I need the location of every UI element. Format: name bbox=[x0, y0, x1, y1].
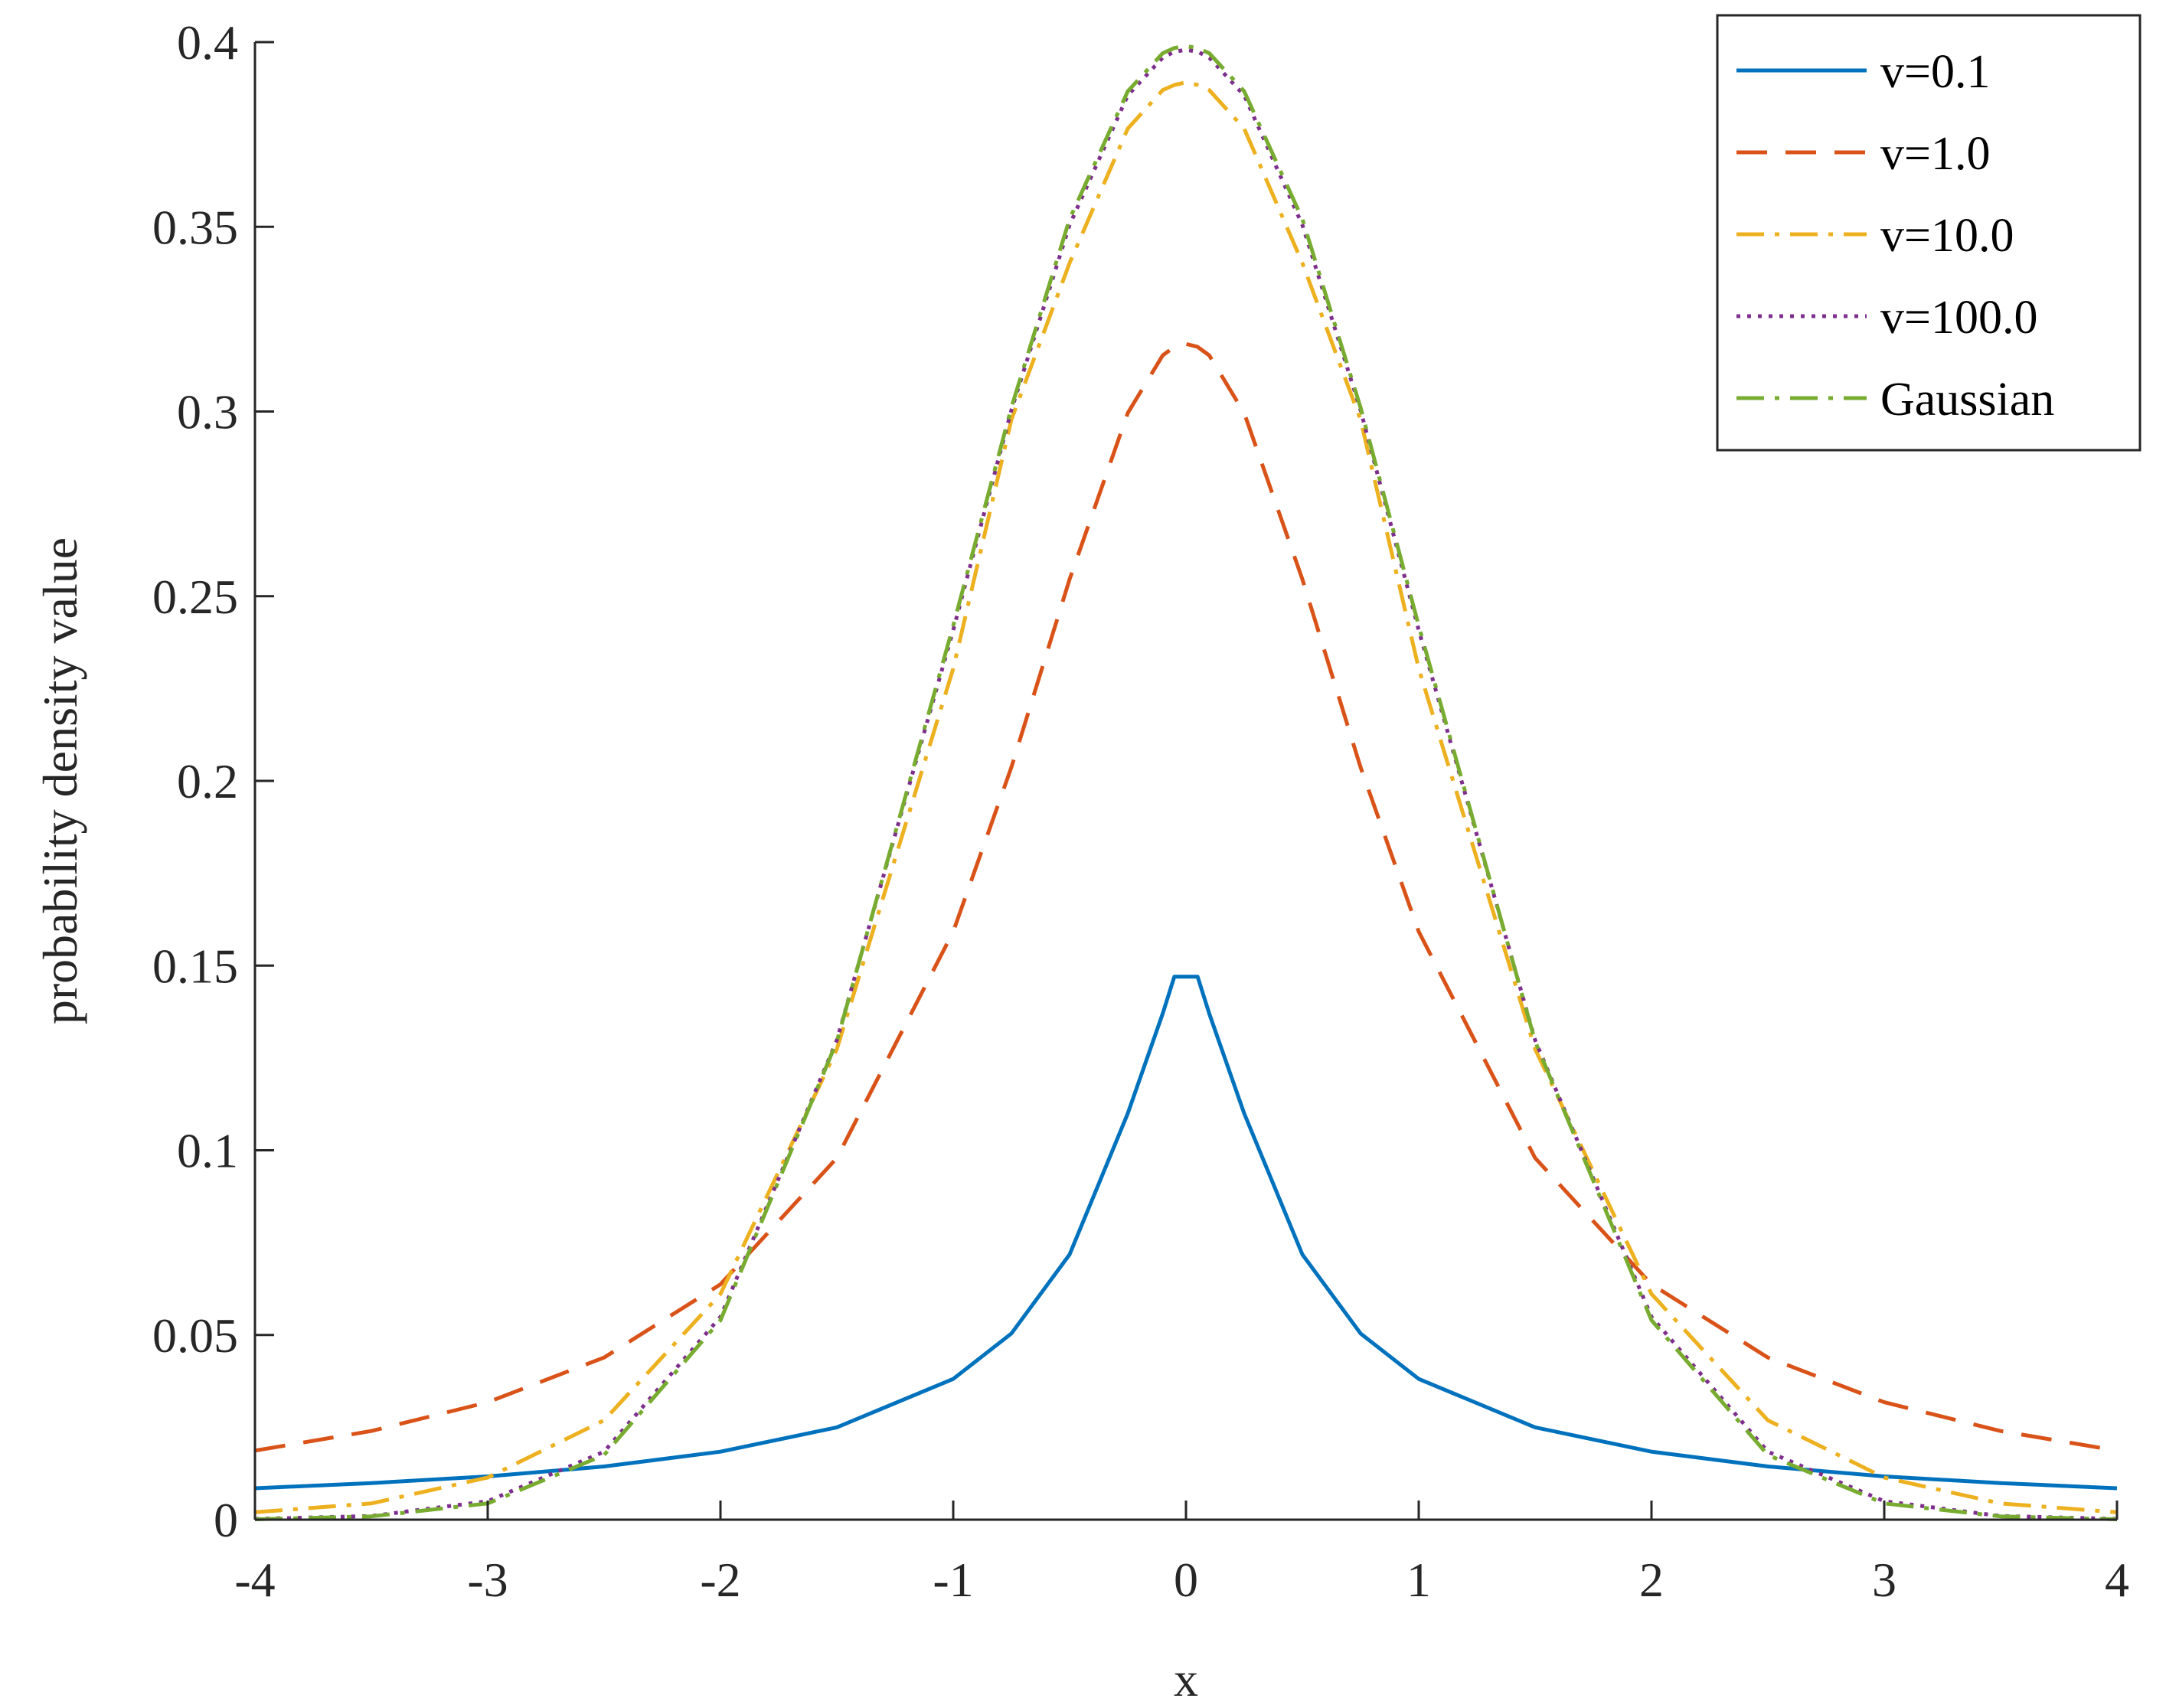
x-tick-label: 0 bbox=[1174, 1553, 1198, 1607]
y-tick-label: 0.1 bbox=[177, 1124, 238, 1178]
legend-items: v=0.1 v=1.0 v=10.0 v=100.0 Gaussian bbox=[1736, 46, 2054, 426]
legend-label-3: v=100.0 bbox=[1880, 292, 2037, 344]
series-line-1 bbox=[254, 341, 2118, 1453]
legend-label-4: Gaussian bbox=[1880, 374, 2054, 426]
x-axis-title: x bbox=[1174, 1652, 1198, 1706]
y-tick-label: 0.15 bbox=[152, 939, 238, 993]
y-tick-label: 0 bbox=[214, 1493, 238, 1547]
legend-label-0: v=0.1 bbox=[1880, 46, 1990, 98]
x-tick-label: 1 bbox=[1406, 1553, 1431, 1607]
series-line-4 bbox=[254, 44, 2118, 1521]
x-tick-label: 3 bbox=[1872, 1553, 1896, 1607]
series-layer bbox=[254, 44, 2118, 1521]
y-tick-label: 0.25 bbox=[152, 570, 238, 624]
x-tick-label: 4 bbox=[2105, 1553, 2129, 1607]
y-tick-label: 0.05 bbox=[152, 1308, 238, 1363]
y-tick-label: 0.4 bbox=[177, 15, 238, 70]
x-ticks: -4 -3 -2 -1 0 1 2 3 4 bbox=[234, 1501, 2129, 1607]
legend-label-2: v=10.0 bbox=[1880, 210, 2014, 262]
x-tick-label: -1 bbox=[933, 1553, 973, 1607]
legend: v=0.1 v=1.0 v=10.0 v=100.0 Gaussian bbox=[1716, 14, 2141, 452]
legend-box bbox=[1716, 14, 2141, 452]
x-tick-label: -2 bbox=[700, 1553, 740, 1607]
x-tick-label: -4 bbox=[234, 1553, 275, 1607]
x-tick-label: 2 bbox=[1639, 1553, 1664, 1607]
y-ticks: 0 0.05 0.1 0.15 0.2 0.25 0.3 0.35 0.4 bbox=[152, 15, 274, 1547]
series-line-2 bbox=[254, 80, 2118, 1514]
y-axis-title: probability density value bbox=[33, 537, 87, 1024]
y-tick-label: 0.35 bbox=[152, 200, 238, 254]
y-tick-label: 0.2 bbox=[177, 754, 238, 808]
y-tick-label: 0.3 bbox=[177, 385, 238, 439]
series-line-0 bbox=[254, 975, 2118, 1491]
x-tick-label: -3 bbox=[467, 1553, 508, 1607]
legend-label-1: v=1.0 bbox=[1880, 128, 1990, 180]
